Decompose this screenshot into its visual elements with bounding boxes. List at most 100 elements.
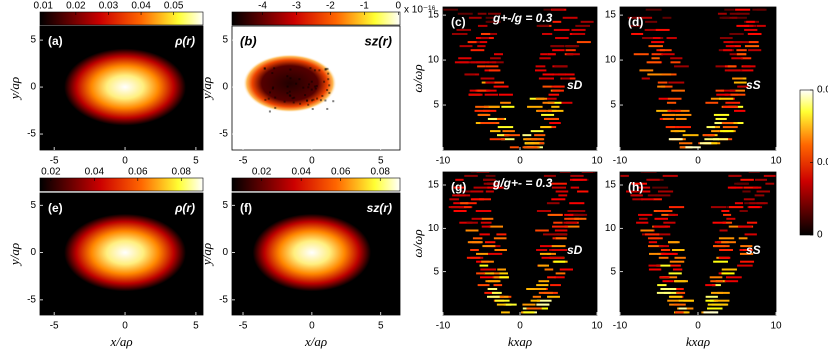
- spectral-line: [655, 233, 671, 236]
- annotation: sz(r): [365, 33, 392, 48]
- spectral-line: [553, 28, 570, 31]
- spectral-line: [488, 225, 504, 228]
- spectral-line: [575, 24, 591, 27]
- spectral-line: [493, 237, 507, 240]
- spectral-line: [566, 53, 580, 56]
- spectral-line: [490, 245, 501, 248]
- colorbar-tick-label: 0.005: [817, 157, 828, 168]
- spectral-line: [559, 172, 571, 173]
- spectral-line: [674, 280, 688, 283]
- speckle: [304, 94, 307, 97]
- spectral-line: [671, 89, 685, 92]
- spectral-line: [484, 241, 496, 244]
- heat-texture: [443, 8, 594, 149]
- speckle: [326, 67, 329, 70]
- spectral-line: [717, 291, 730, 294]
- speckle: [288, 94, 291, 97]
- spectral-line: [498, 272, 508, 275]
- spectral-line: [670, 57, 683, 60]
- spectral-line: [627, 16, 640, 19]
- x-tick-label: 0: [695, 156, 701, 167]
- spectral-line: [714, 241, 727, 244]
- spectral-line: [644, 172, 657, 173]
- spectral-line: [727, 41, 743, 44]
- spectral-line: [641, 77, 650, 80]
- spectral-line: [666, 101, 677, 104]
- spectral-line: [476, 172, 490, 173]
- spectral-line: [551, 73, 566, 76]
- spectral-line: [487, 295, 500, 298]
- spectral-line: [724, 280, 739, 283]
- spectral-line: [668, 138, 683, 141]
- spectral-line: [626, 190, 638, 193]
- spectral-line: [738, 237, 748, 240]
- spectral-line: [633, 53, 649, 56]
- spectral-line: [480, 221, 492, 224]
- spectral-line: [467, 41, 477, 44]
- spectral-line: [496, 303, 512, 306]
- spectral-line: [646, 178, 660, 181]
- spectral-line: [493, 284, 503, 287]
- spectral-line: [685, 146, 701, 149]
- spectral-line: [494, 81, 505, 84]
- spectral-line: [709, 276, 723, 279]
- spectral-line: [638, 186, 651, 189]
- spectral-line: [740, 178, 754, 181]
- spectral-line: [730, 93, 746, 96]
- spectral-line: [497, 268, 506, 271]
- panel-label: (d): [628, 15, 643, 29]
- spectral-line: [499, 276, 509, 279]
- spectral-line: [754, 194, 765, 197]
- spectral-line: [744, 28, 758, 31]
- spectral-line: [651, 37, 661, 40]
- speckle: [268, 110, 271, 113]
- spectral-line: [645, 8, 662, 11]
- spectral-line: [718, 237, 735, 240]
- spectral-line: [467, 241, 483, 244]
- spectral-line: [570, 174, 584, 177]
- spectral-line: [492, 186, 504, 189]
- heat-texture: [64, 213, 186, 292]
- speckle: [313, 85, 316, 88]
- speckle: [267, 97, 270, 100]
- spectral-line: [675, 109, 690, 112]
- y-tick-label: 0: [30, 82, 36, 93]
- spectral-line: [494, 117, 505, 120]
- panel-label: (f): [240, 201, 252, 215]
- spectral-line: [648, 268, 662, 271]
- spectral-line: [509, 146, 519, 149]
- colorbar-tick-label: 0: [396, 1, 402, 12]
- spectral-line: [494, 299, 510, 302]
- y-tick-label: 15: [605, 10, 617, 21]
- spectral-line: [552, 225, 569, 228]
- spectral-line: [655, 194, 671, 197]
- state-label: sD: [567, 243, 583, 257]
- x-axis-label: kxaρ: [508, 334, 532, 349]
- spectral-line: [710, 97, 722, 100]
- x-axis-label: x/aρ: [304, 334, 327, 349]
- state-label: sD: [567, 78, 583, 92]
- spectral-line: [722, 221, 733, 224]
- spectral-line: [485, 190, 494, 193]
- spectral-line: [564, 217, 580, 220]
- x-tick-label: -10: [436, 321, 451, 332]
- speckle: [286, 92, 289, 95]
- spectral-line: [493, 85, 509, 88]
- spectral-line: [735, 8, 751, 11]
- spectral-line: [452, 194, 466, 197]
- spectral-line: [725, 276, 742, 279]
- speckle: [302, 86, 305, 89]
- y-tick-label: 5: [30, 200, 36, 211]
- heat-texture: [252, 213, 372, 292]
- spectral-line: [668, 213, 678, 216]
- spectral-line: [705, 295, 718, 298]
- spectral-line: [482, 245, 496, 248]
- spectral-line: [487, 105, 500, 108]
- spectral-line: [743, 186, 759, 189]
- spectral-line: [536, 210, 552, 212]
- spectral-line: [483, 272, 495, 275]
- heat-texture: [620, 172, 776, 314]
- colorbar-tick-label: -2: [326, 1, 335, 12]
- plot-frame: [39, 192, 204, 316]
- spectral-line: [655, 28, 670, 31]
